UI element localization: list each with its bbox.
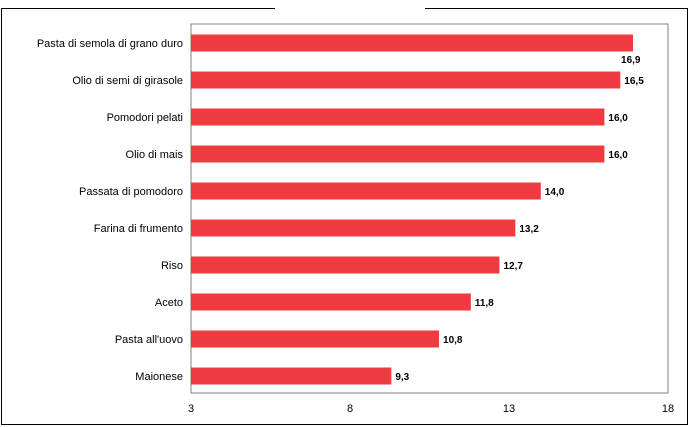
category-label-0: Pasta di semola di grano duro: [37, 38, 183, 50]
x-tick-label-2: 13: [503, 403, 515, 415]
category-label-3: Olio di mais: [126, 149, 184, 161]
category-label-1: Olio di semi di girasole: [72, 75, 183, 87]
bar-4: [191, 182, 541, 200]
category-label-7: Aceto: [155, 297, 183, 309]
category-label-5: Farina di frumento: [94, 223, 183, 235]
bars-group: [191, 34, 634, 385]
value-label-2: 16,0: [608, 113, 628, 124]
bar-1: [191, 71, 621, 89]
category-label-2: Pomodori pelati: [107, 112, 183, 124]
category-label-9: Maionese: [135, 371, 183, 383]
bar-3: [191, 145, 605, 163]
category-labels: Pasta di semola di grano duro Olio di sem…: [37, 38, 184, 383]
bar-7: [191, 293, 471, 311]
bar-8: [191, 330, 440, 348]
value-label-8: 10,8: [443, 335, 463, 346]
value-label-0: 16,9: [621, 55, 641, 66]
plot-area: [190, 23, 669, 394]
value-label-4: 14,0: [545, 187, 565, 198]
value-label-9: 9,3: [395, 372, 409, 383]
x-axis-ticks: 3 8 13 18: [188, 403, 674, 415]
value-label-5: 13,2: [519, 224, 539, 235]
value-label-1: 16,5: [624, 76, 644, 87]
category-label-6: Riso: [161, 260, 183, 272]
bar-5: [191, 219, 516, 237]
value-label-7: 11,8: [475, 298, 494, 309]
category-label-8: Pasta all'uovo: [115, 334, 183, 346]
bar-6: [191, 256, 500, 274]
category-label-4: Passata di pomodoro: [79, 186, 183, 198]
x-tick-label-3: 18: [662, 403, 674, 415]
bar-2: [191, 108, 605, 126]
x-tick-label-0: 3: [188, 403, 194, 415]
bar-0: [191, 34, 634, 52]
value-label-6: 12,7: [503, 261, 523, 272]
bar-9: [191, 367, 392, 385]
x-tick-label-1: 8: [347, 403, 353, 415]
value-label-3: 16,0: [608, 150, 628, 161]
top-strip: [275, 0, 425, 9]
value-labels: 16,9 16,5 16,0 16,0 14,0 13,2 12,7 11,8 10,8 9,3: [395, 55, 644, 383]
